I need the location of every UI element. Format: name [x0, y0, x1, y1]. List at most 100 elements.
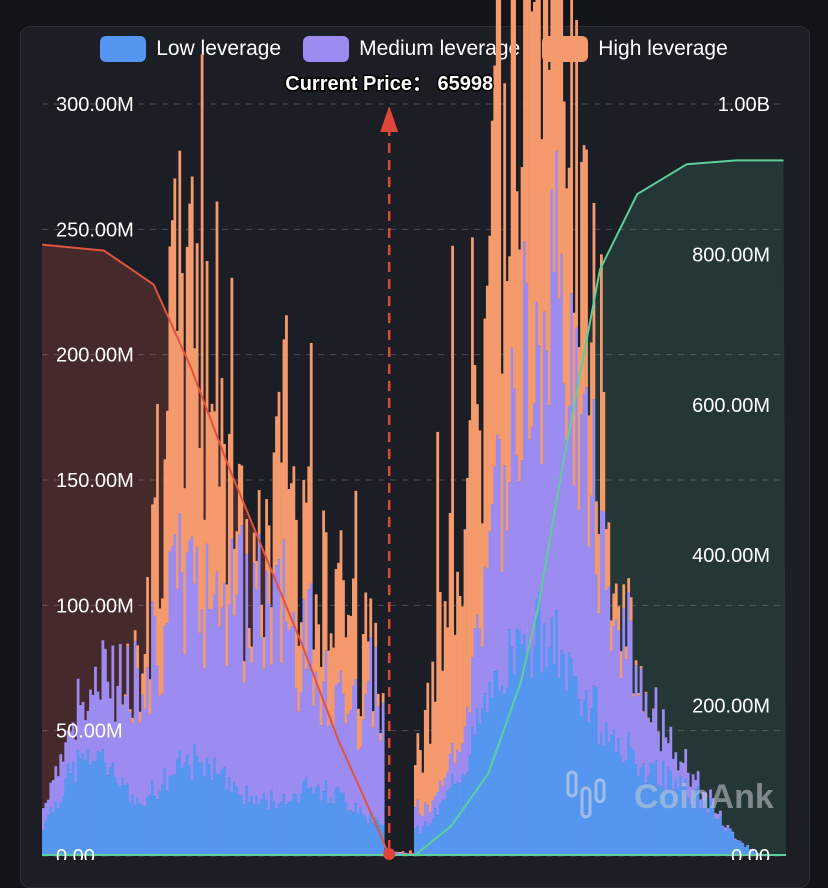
bar-low — [76, 750, 80, 856]
bar-high — [404, 852, 407, 854]
bar-low — [716, 819, 720, 856]
bar-medium — [706, 808, 710, 814]
bar-low — [188, 765, 192, 856]
bar-medium — [456, 749, 459, 782]
bar-high — [431, 661, 435, 801]
bar-low — [294, 793, 298, 856]
bar-low — [242, 804, 246, 856]
bar-high — [126, 643, 130, 647]
bar-low — [691, 790, 695, 856]
bar-high — [547, 69, 551, 406]
current-price-arrow — [380, 106, 399, 132]
bar-high — [379, 732, 383, 741]
bar-low — [622, 762, 626, 856]
bar-low — [312, 793, 316, 856]
bar-low — [141, 805, 144, 856]
bar-high — [416, 733, 420, 800]
bar-low — [694, 789, 698, 856]
bar-medium — [448, 754, 452, 788]
bar-medium — [738, 840, 742, 842]
y-right-tick: 800.00M — [692, 244, 770, 266]
bar-medium — [113, 721, 117, 777]
bar-high — [518, 249, 521, 482]
bar-medium — [471, 657, 474, 727]
bar-low — [582, 700, 586, 856]
bar-medium — [168, 551, 172, 776]
bar-medium — [299, 691, 303, 794]
bar-medium — [746, 844, 750, 846]
bar-medium — [262, 668, 266, 794]
bar-low — [421, 826, 425, 856]
bar-high — [533, 1, 536, 404]
bar-low — [218, 774, 221, 856]
bar-medium — [535, 301, 539, 600]
bar-medium — [696, 771, 700, 787]
bar-low — [471, 726, 474, 856]
bar-medium — [488, 531, 492, 682]
bar-medium — [614, 619, 618, 753]
bar-high — [361, 634, 365, 720]
bar-medium — [550, 189, 554, 618]
bar-medium — [592, 399, 596, 686]
bar-high — [334, 569, 338, 685]
bar-medium — [676, 770, 680, 789]
bar-low — [614, 752, 618, 856]
bar-low — [111, 761, 115, 856]
bar-low — [292, 793, 296, 856]
bar-low — [364, 816, 368, 856]
bar-low — [131, 794, 135, 856]
bar-low — [652, 764, 655, 856]
bar-medium — [634, 665, 638, 765]
bar-medium — [441, 786, 445, 801]
legend: Low leverage Medium leverage High levera… — [0, 36, 828, 62]
bar-low — [719, 816, 722, 856]
bar-medium — [185, 552, 189, 755]
bar-medium — [438, 780, 442, 804]
legend-label-low: Low leverage — [156, 37, 282, 60]
bar-low — [418, 833, 422, 856]
bar-low — [686, 797, 690, 856]
bar-medium — [587, 547, 591, 723]
bar-high — [421, 772, 425, 817]
bar-low — [704, 797, 707, 856]
bar-medium — [461, 743, 464, 775]
bar-medium — [250, 662, 254, 796]
bar-low — [503, 694, 507, 856]
bar-high — [270, 607, 273, 665]
bar-medium — [230, 538, 234, 793]
bar-low — [128, 802, 132, 856]
bar-low — [369, 812, 373, 856]
bar-low — [414, 828, 417, 856]
bar-low — [448, 787, 452, 856]
bar-low — [724, 830, 727, 856]
legend-item-low[interactable]: Low leverage — [100, 36, 281, 62]
bar-high — [136, 645, 140, 669]
bar-high — [414, 765, 417, 808]
bar-high — [205, 260, 209, 544]
bar-medium — [508, 482, 512, 630]
bar-medium — [632, 696, 636, 750]
bar-medium — [208, 609, 211, 765]
bar-low — [317, 784, 321, 856]
bar-low — [84, 760, 87, 856]
bar-low — [337, 787, 340, 856]
watermark-icon-stroke — [566, 770, 578, 798]
legend-item-high[interactable]: High leverage — [542, 36, 728, 62]
bar-high — [639, 666, 643, 669]
bar-high — [158, 608, 162, 696]
bar-low — [297, 802, 301, 856]
bar-low — [123, 785, 127, 856]
bar-high — [307, 466, 311, 590]
bar-medium — [292, 611, 296, 794]
bar-high — [473, 365, 477, 629]
bar-high — [644, 691, 648, 694]
legend-item-medium[interactable]: Medium leverage — [303, 36, 520, 62]
bar-low — [193, 744, 197, 856]
bar-medium — [711, 798, 715, 804]
bar-high — [371, 711, 375, 728]
bar-high — [443, 601, 447, 778]
bar-high — [354, 490, 358, 680]
bar-medium — [709, 789, 712, 799]
bar-low — [552, 664, 556, 856]
bar-low — [495, 669, 499, 856]
